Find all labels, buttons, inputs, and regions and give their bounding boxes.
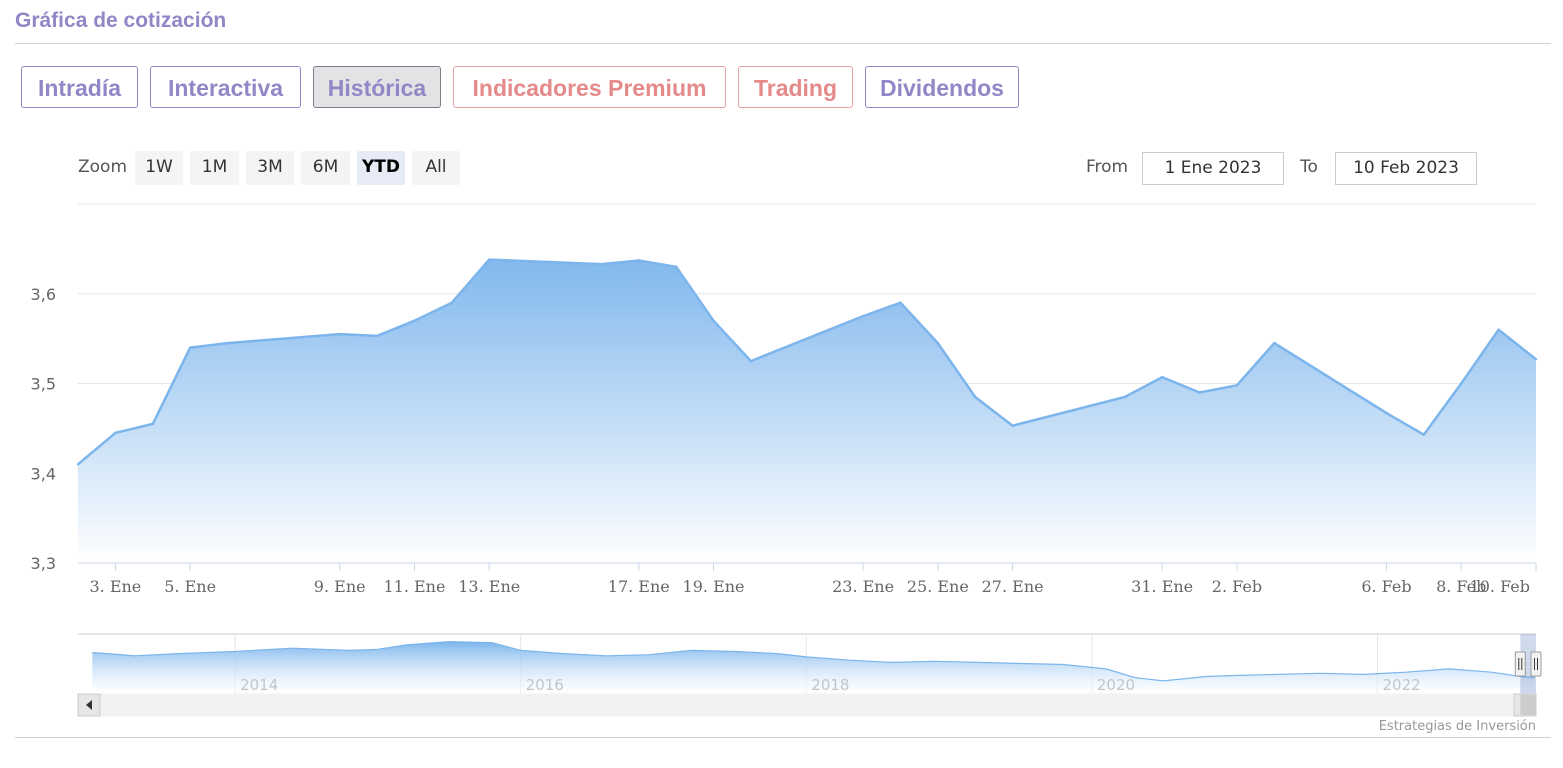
zoom-1m-button[interactable]: 1M — [190, 151, 239, 185]
navigator-line — [92, 640, 1535, 682]
title-divider — [15, 43, 1551, 44]
arrow-left-icon — [86, 700, 92, 710]
navigator-handle-left[interactable] — [1514, 651, 1526, 677]
x-tick-label: 17. Ene — [608, 577, 670, 596]
data-point — [1198, 391, 1201, 394]
tab-dividendos[interactable]: Dividendos — [865, 66, 1019, 108]
data-point — [1497, 328, 1500, 331]
data-point — [151, 422, 154, 426]
y-tick-label: 3,6 — [31, 285, 56, 304]
navigator-area — [92, 641, 1535, 694]
data-point — [1011, 424, 1014, 427]
x-tick-label: 13. Ene — [458, 577, 520, 596]
y-tick-label: 3,3 — [31, 554, 56, 573]
to-label: To — [1300, 157, 1318, 177]
tab-historica[interactable]: Histórica — [313, 66, 441, 108]
x-tick-label: 27. Ene — [982, 577, 1044, 596]
zoom-3m-button[interactable]: 3M — [246, 151, 294, 185]
tab-indicadores-premium[interactable]: Indicadores Premium — [453, 66, 726, 108]
data-point — [861, 315, 865, 318]
data-point — [712, 319, 715, 322]
zoom-1w-button[interactable]: 1W — [135, 151, 183, 185]
data-point — [189, 346, 192, 349]
x-tick-label: 5. Ene — [164, 577, 216, 596]
data-point — [488, 258, 491, 261]
x-tick-label: 10. Feb — [1470, 577, 1530, 596]
footer-divider — [15, 737, 1551, 738]
zoom-label: Zoom — [78, 157, 128, 177]
data-point — [1422, 433, 1426, 436]
x-tick-label: 9. Ene — [314, 577, 366, 596]
to-date-input[interactable]: 10 Feb 2023 — [1335, 152, 1477, 185]
data-point — [114, 431, 117, 435]
series-area — [78, 259, 1536, 563]
zoom-6m-button[interactable]: 6M — [301, 151, 350, 185]
zoom-all-button[interactable]: All — [412, 151, 460, 185]
x-tick-label: 25. Ene — [907, 577, 969, 596]
chart-credits: Estrategias de Inversión — [1379, 719, 1536, 734]
page-title: Gráfica de cotización — [15, 9, 227, 32]
handle-body — [1530, 651, 1542, 677]
handle-body — [1514, 651, 1526, 677]
scrollbar-thumb[interactable] — [1520, 695, 1536, 715]
data-point — [600, 262, 603, 266]
series-line — [77, 258, 1537, 466]
y-tick-label: 3,5 — [31, 375, 56, 394]
data-point — [749, 359, 753, 363]
data-point — [936, 341, 939, 345]
scrollbar-track — [77, 693, 1537, 717]
tab-trading[interactable]: Trading — [738, 66, 853, 108]
data-point — [1534, 358, 1538, 361]
x-tick-label: 6. Feb — [1361, 577, 1411, 596]
data-point — [899, 301, 902, 304]
x-tick-label: 2. Feb — [1212, 577, 1262, 596]
data-point — [226, 341, 229, 345]
tab-interactiva[interactable]: Interactiva — [150, 66, 301, 108]
data-point — [1123, 395, 1127, 399]
data-point — [338, 332, 341, 336]
x-tick-label: 11. Ene — [383, 577, 445, 596]
x-tick-label: 8. Feb — [1436, 577, 1486, 596]
navigator-selection[interactable] — [1520, 634, 1536, 694]
data-point — [450, 301, 453, 304]
data-point — [1273, 341, 1276, 345]
x-tick-label: 31. Ene — [1131, 577, 1193, 596]
zoom-ytd-button[interactable]: YTD — [357, 151, 405, 185]
tab-intradia[interactable]: Intradía — [21, 66, 138, 108]
data-point — [1385, 411, 1388, 415]
scrollbar-left-button[interactable] — [77, 693, 101, 717]
data-point — [1460, 382, 1463, 385]
x-tick-label: 19. Ene — [683, 577, 745, 596]
x-tick-label: 23. Ene — [832, 577, 894, 596]
data-point — [1235, 384, 1239, 387]
y-tick-label: 3,4 — [31, 464, 56, 483]
data-point — [974, 395, 977, 399]
data-point — [76, 463, 80, 466]
data-point — [413, 319, 416, 322]
data-point — [375, 334, 379, 338]
from-date-input[interactable]: 1 Ene 2023 — [1142, 152, 1284, 185]
navigator-handle-right[interactable] — [1530, 651, 1542, 677]
data-point — [637, 259, 640, 262]
x-tick-label: 3. Ene — [89, 577, 141, 596]
data-point — [1161, 376, 1164, 379]
price-chart[interactable]: 3. Ene 5. Ene 9. Ene 11. Ene 13. Ene 17. Ene 1… — [0, 190, 1563, 735]
data-point — [675, 265, 678, 268]
from-label: From — [1086, 157, 1129, 177]
